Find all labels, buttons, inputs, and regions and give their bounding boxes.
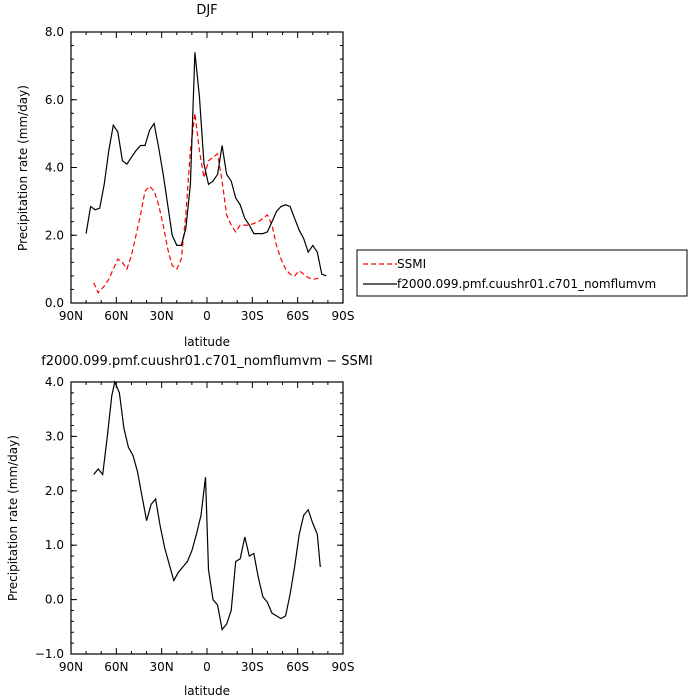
y-tick-label: 2.0 bbox=[45, 228, 64, 242]
x-tick-label: 90S bbox=[332, 660, 355, 674]
top-panel-DJF: DJF 90N 60N 30N 0 30S 60S 90S 0.0 2.0 4.0 6.0 8.0 l… bbox=[16, 3, 688, 349]
x-tick-label: 0 bbox=[203, 309, 211, 323]
x-tick-label: 60N bbox=[104, 309, 128, 323]
y-tick-label: 6.0 bbox=[45, 93, 64, 107]
y-tick-label: 2.0 bbox=[45, 484, 64, 498]
legend-entry: f2000.099.pmf.cuushr01.c701_nomflumvm bbox=[397, 277, 656, 291]
x-axis-label: latitude bbox=[184, 684, 230, 698]
series-line-difference bbox=[93, 380, 321, 631]
y-axis-label: Precipitation rate (mm/day) bbox=[6, 435, 20, 601]
bottom-panel-difference: f2000.099.pmf.cuushr01.c701_nomflumvm − … bbox=[6, 354, 373, 698]
plot-frame bbox=[70, 381, 344, 655]
chart-title: f2000.099.pmf.cuushr01.c701_nomflumvm − … bbox=[41, 354, 373, 369]
x-tick-label: 60S bbox=[286, 309, 309, 323]
x-tick-label: 0 bbox=[203, 660, 211, 674]
x-tick-label: 60S bbox=[286, 660, 309, 674]
y-tick-label: 1.0 bbox=[45, 538, 64, 552]
x-tick-label: 30N bbox=[150, 309, 174, 323]
x-tick-label: 30N bbox=[150, 660, 174, 674]
y-tick-label: 8.0 bbox=[45, 25, 64, 39]
y-tick-label: 3.0 bbox=[45, 429, 64, 443]
legend-box bbox=[356, 249, 688, 297]
x-tick-label: 60N bbox=[104, 660, 128, 674]
y-tick-label: −1.0 bbox=[35, 647, 64, 661]
y-axis-label: Precipitation rate (mm/day) bbox=[16, 85, 30, 251]
series-line-f2000-099-pmf-cuushr01-c701-nomflumvm bbox=[85, 52, 327, 277]
x-tick-label: 90S bbox=[332, 309, 355, 323]
y-tick-label: 4.0 bbox=[45, 375, 64, 389]
y-tick-label: 4.0 bbox=[45, 161, 64, 175]
legend: SSMI f2000.099.pmf.cuushr01.c701_nomflumv… bbox=[356, 249, 688, 297]
y-tick-label: 0.0 bbox=[45, 593, 64, 607]
x-tick-label: 30S bbox=[241, 309, 264, 323]
x-tick-label: 90N bbox=[59, 309, 83, 323]
series-line-ssmi bbox=[93, 113, 321, 294]
x-tick-label: 90N bbox=[59, 660, 83, 674]
y-tick-label: 0.0 bbox=[45, 296, 64, 310]
x-tick-label: 30S bbox=[241, 660, 264, 674]
x-axis-label: latitude bbox=[184, 335, 230, 349]
chart-title: DJF bbox=[196, 3, 217, 18]
legend-entry: SSMI bbox=[397, 257, 426, 271]
plot-frame bbox=[70, 31, 344, 304]
